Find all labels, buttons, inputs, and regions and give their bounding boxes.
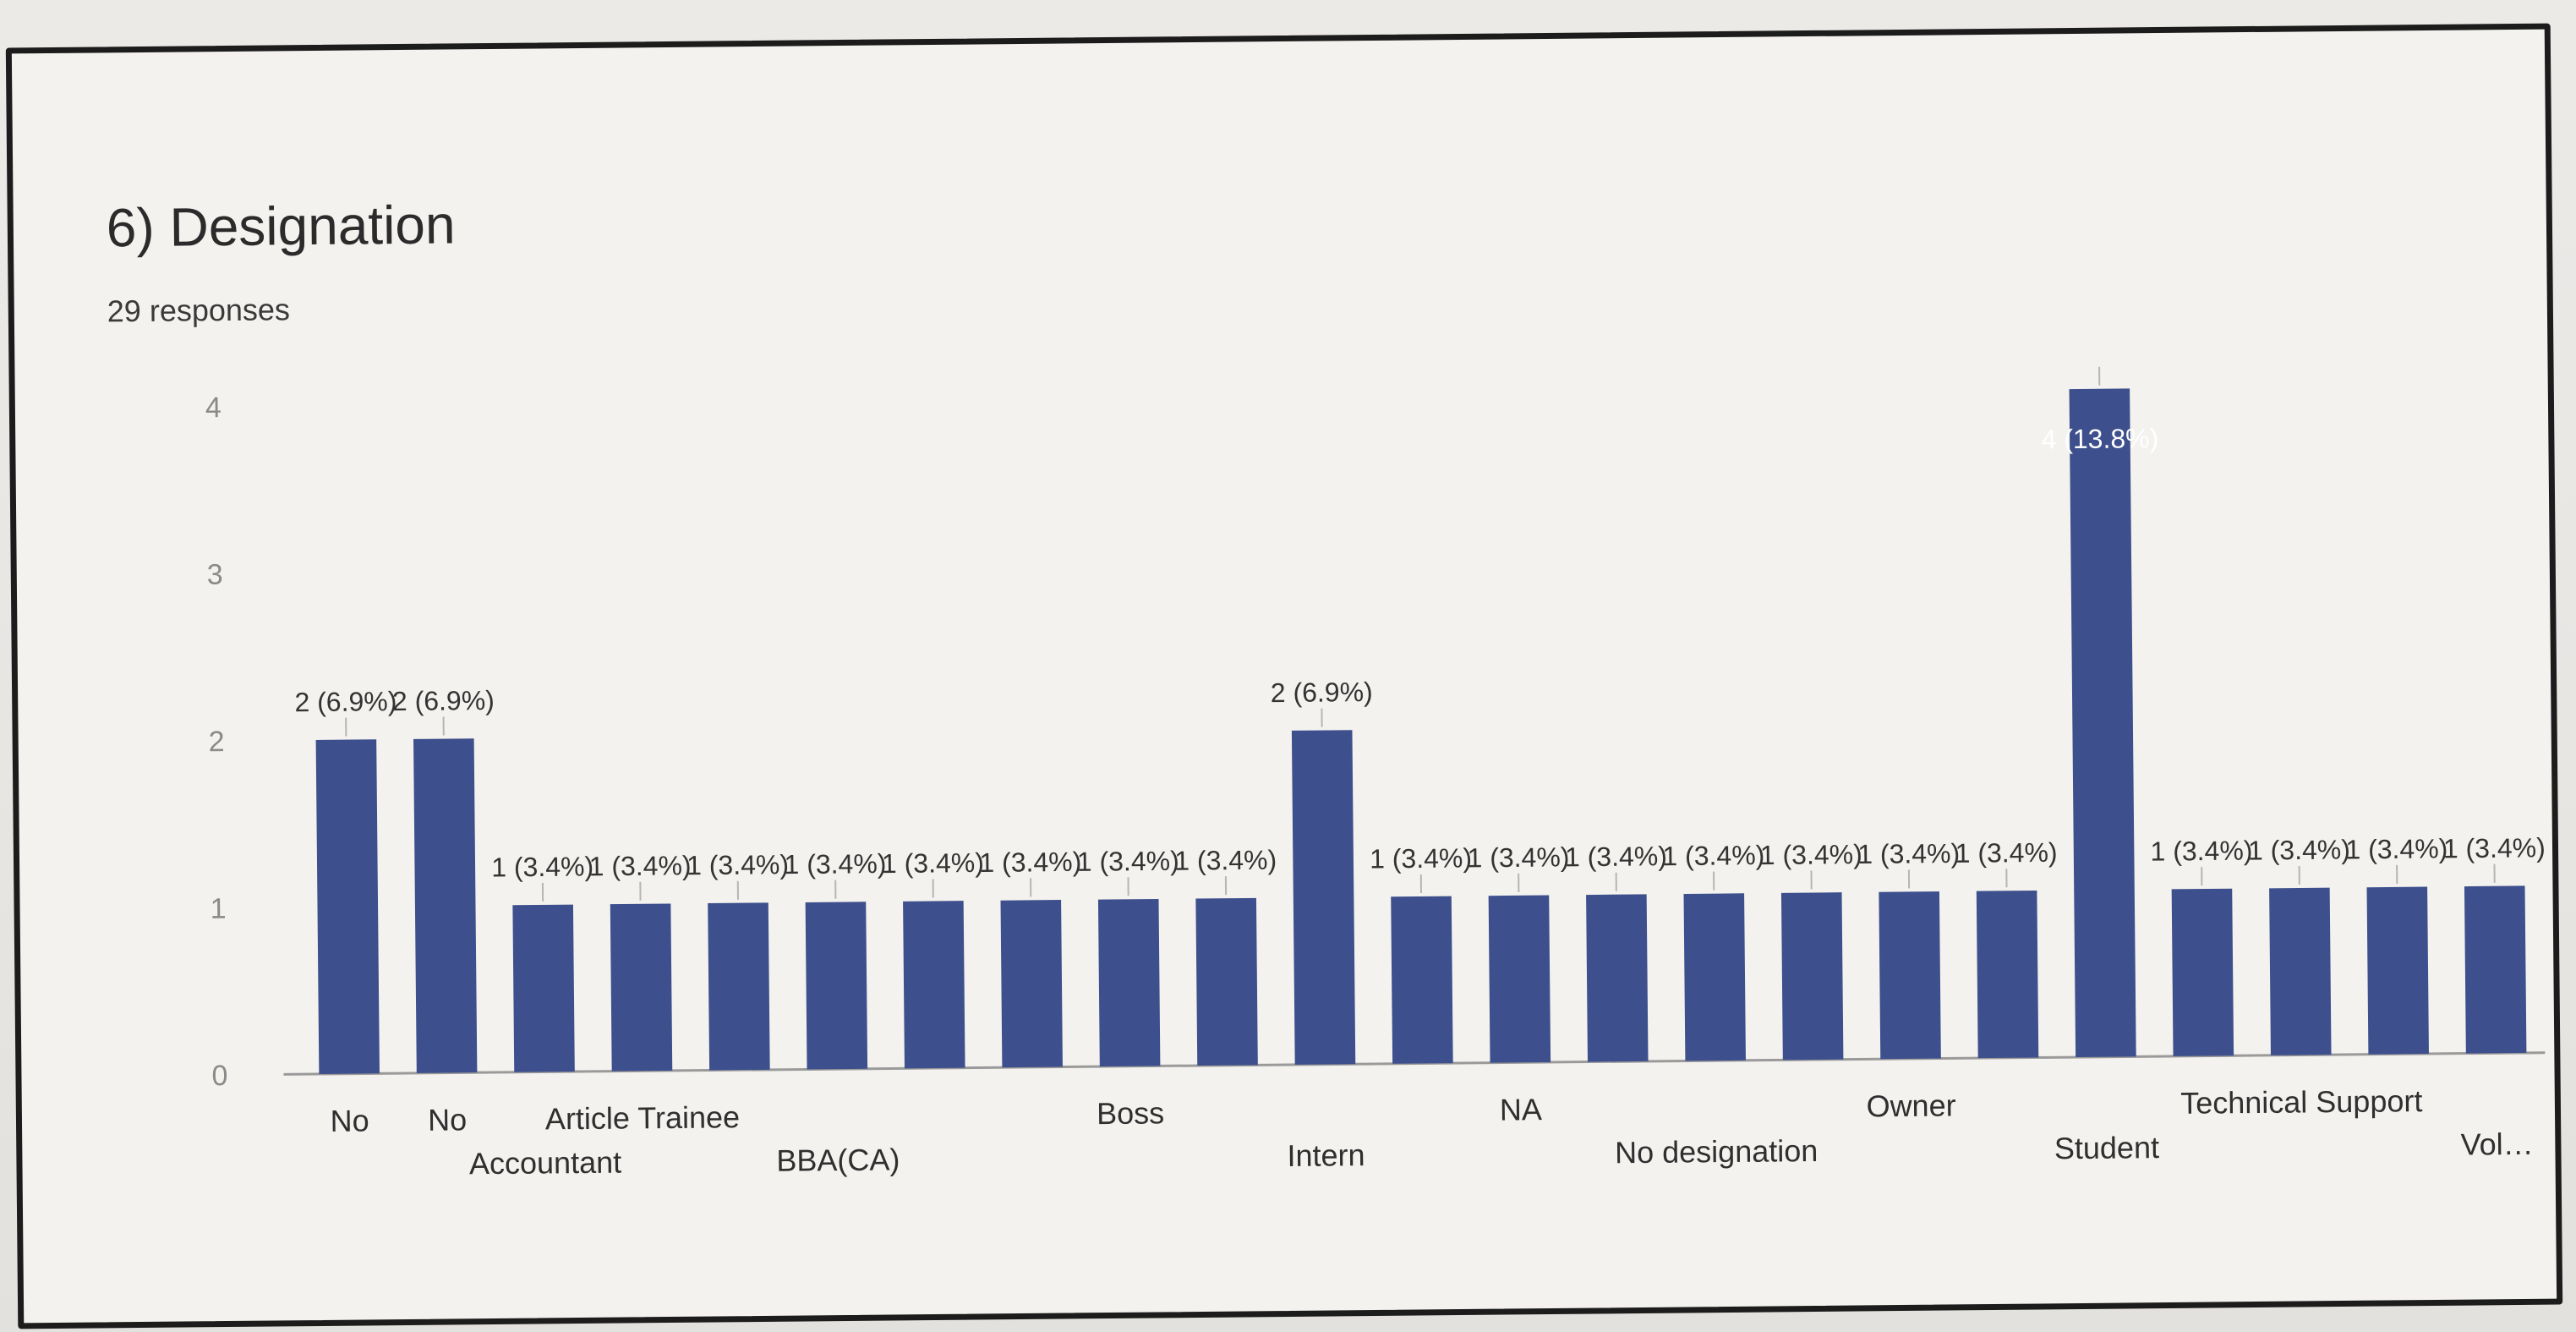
data-label: 1 (3.4%) xyxy=(686,849,789,880)
data-label: 1 (3.4%) xyxy=(2345,833,2447,864)
data-label: 1 (3.4%) xyxy=(1174,845,1277,876)
bar xyxy=(610,903,673,1072)
bar xyxy=(315,739,380,1074)
bar xyxy=(1291,730,1356,1065)
x-category-label: No xyxy=(331,1103,369,1137)
bar xyxy=(1683,893,1746,1061)
bar xyxy=(2464,885,2527,1054)
data-label: 1 (3.4%) xyxy=(1955,837,2058,869)
bar xyxy=(1586,894,1649,1062)
data-label: 1 (3.4%) xyxy=(2150,836,2252,867)
data-label: 2 (6.9%) xyxy=(392,685,495,716)
data-label: 2 (6.9%) xyxy=(294,686,397,717)
data-label: 4 (13.8%) xyxy=(2041,423,2158,454)
bar xyxy=(512,904,575,1072)
x-category-label: NA xyxy=(1500,1092,1542,1126)
bar xyxy=(413,738,478,1073)
bar xyxy=(1488,895,1551,1063)
bar xyxy=(1000,900,1063,1068)
x-category-label: Boss xyxy=(1097,1095,1164,1131)
data-label: 1 (3.4%) xyxy=(784,848,886,880)
data-label: 1 (3.4%) xyxy=(1370,842,1472,874)
bar xyxy=(708,902,770,1071)
x-category-label: Intern xyxy=(1287,1137,1365,1173)
x-category-label: No designation xyxy=(1615,1133,1819,1170)
x-category-label: Accountant xyxy=(469,1145,622,1181)
data-label: 1 (3.4%) xyxy=(1077,846,1179,877)
data-label: 1 (3.4%) xyxy=(589,850,692,881)
y-tick-label: 2 xyxy=(209,726,225,758)
bar xyxy=(1879,891,1941,1060)
data-label: 1 (3.4%) xyxy=(1565,841,1667,872)
y-tick-label: 4 xyxy=(205,392,222,424)
x-category-label: Article Trainee xyxy=(545,1099,740,1136)
data-label: 1 (3.4%) xyxy=(1467,841,1569,873)
x-category-label: Owner xyxy=(1866,1088,1955,1123)
x-category-label: No xyxy=(428,1102,467,1137)
data-label: 1 (3.4%) xyxy=(1662,840,1764,871)
bar xyxy=(1195,897,1258,1066)
data-label: 1 (3.4%) xyxy=(979,847,1081,878)
data-label: 1 (3.4%) xyxy=(1857,838,1960,869)
bar xyxy=(1976,890,2039,1059)
y-tick-label: 0 xyxy=(211,1060,227,1092)
bar xyxy=(1780,892,1844,1061)
bar xyxy=(2366,886,2429,1055)
bar xyxy=(2069,388,2136,1058)
bar xyxy=(1391,896,1453,1064)
bar xyxy=(2269,887,2332,1055)
x-category-label: Technical Support xyxy=(2180,1083,2423,1121)
x-category-label: Vol… xyxy=(2460,1126,2533,1162)
y-tick-label: 1 xyxy=(210,893,226,925)
bar xyxy=(1097,898,1161,1067)
y-tick-label: 3 xyxy=(207,559,223,591)
bar xyxy=(2171,888,2234,1056)
data-label: 1 (3.4%) xyxy=(882,847,984,879)
data-label: 2 (6.9%) xyxy=(1271,677,1373,708)
x-category-label: BBA(CA) xyxy=(776,1142,900,1177)
data-label: 1 (3.4%) xyxy=(2248,834,2350,865)
bar xyxy=(903,901,965,1069)
data-label: 1 (3.4%) xyxy=(2443,832,2546,863)
data-label: 1 (3.4%) xyxy=(1760,839,1862,870)
data-label: 1 (3.4%) xyxy=(491,851,593,882)
bar xyxy=(805,902,868,1070)
bar-chart: 0 1 2 3 4 2 (6.9%) No 2 (6.9%) No 1 (3.4%) Account… xyxy=(205,366,2546,1181)
x-category-label: Student xyxy=(2054,1130,2159,1165)
